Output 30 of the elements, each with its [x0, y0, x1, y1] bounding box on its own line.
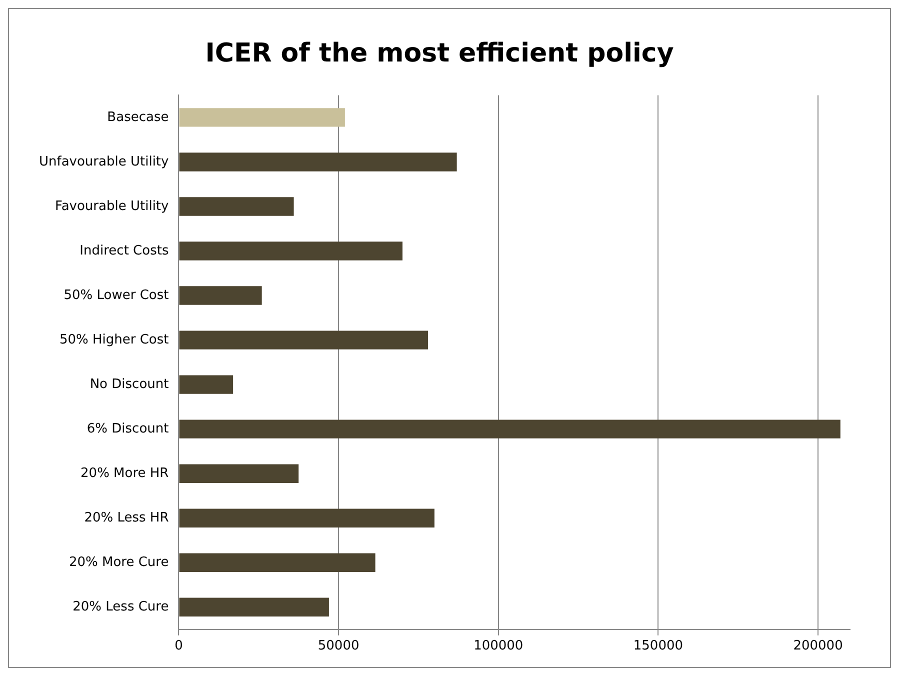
chart-title: ICER of the most efficient policy — [205, 38, 674, 68]
bar — [179, 553, 376, 572]
y-tick-label: 20% More Cure — [68, 555, 169, 570]
bar — [179, 464, 299, 483]
x-tick-label: 200000 — [793, 638, 843, 654]
bar — [179, 108, 345, 127]
y-tick-label: Favourable Utility — [55, 198, 170, 214]
y-tick-label: Indirect Costs — [80, 243, 169, 258]
bar — [179, 598, 329, 616]
bar — [179, 330, 428, 350]
y-tick-label: 6% Discount — [86, 421, 169, 436]
y-tick-label: Basecase — [107, 110, 169, 125]
x-tick-label: 0 — [174, 638, 183, 654]
bar — [179, 375, 234, 394]
y-tick-label: 50% Lower Cost — [64, 288, 169, 303]
y-tick-label: 20% Less HR — [84, 510, 169, 526]
x-tick-label: 150000 — [633, 638, 684, 654]
y-tick-label: 50% Higher Cost — [59, 332, 169, 348]
bar — [179, 152, 457, 172]
bar — [179, 286, 262, 305]
y-tick-label: 20% Less Cure — [72, 600, 169, 615]
bar — [179, 197, 294, 216]
bar — [179, 508, 434, 528]
bar — [179, 420, 840, 438]
y-tick-label: 20% More HR — [80, 466, 169, 481]
x-tick-label: 50000 — [318, 638, 360, 654]
y-tick-label: No Discount — [90, 376, 169, 392]
x-tick-label: 100000 — [474, 638, 524, 654]
y-tick-label: Unfavourable Utility — [38, 154, 170, 170]
bar — [179, 242, 402, 260]
